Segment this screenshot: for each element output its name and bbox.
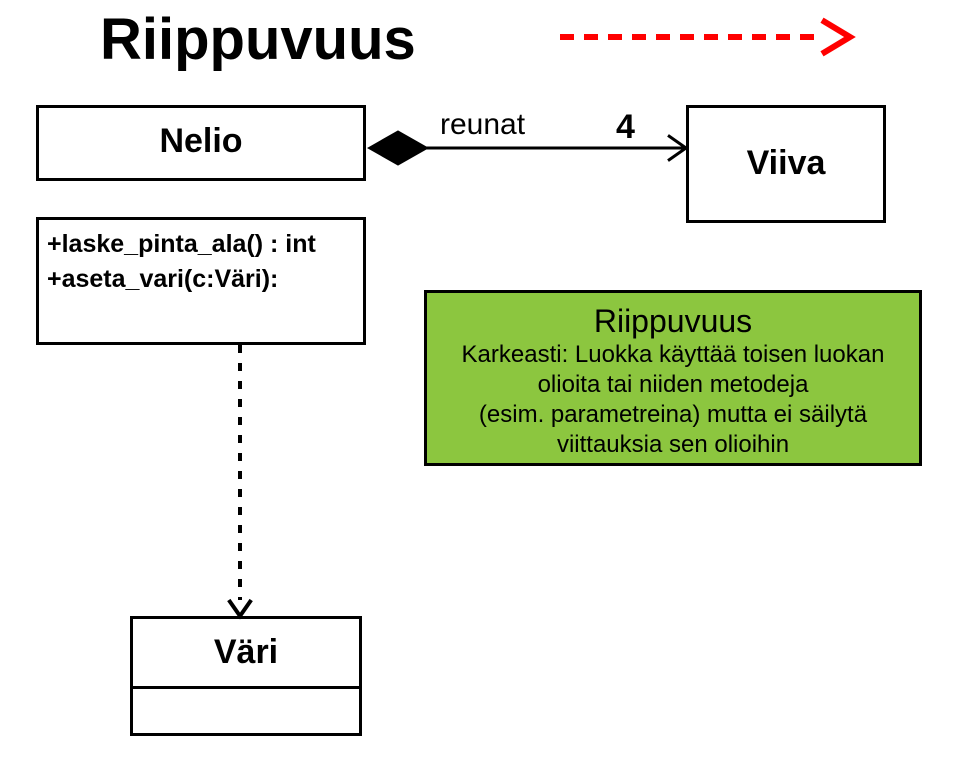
class-nelio-name: Nelio (39, 108, 363, 175)
association-multiplicity: 4 (616, 108, 635, 147)
class-vari-empty (133, 689, 359, 729)
association-label-reunat: reunat (440, 108, 525, 142)
note-line: viittauksia sen olioihin (439, 430, 907, 460)
note-riippuvuus: Riippuvuus Karkeasti: Luokka käyttää toi… (424, 290, 922, 466)
class-vari: Väri (130, 616, 362, 736)
note-line: olioita tai niiden metodeja (439, 370, 907, 400)
class-nelio-methods: +laske_pinta_ala() : int +aseta_vari(c:Vä… (39, 220, 363, 310)
class-nelio: Nelio (36, 105, 366, 181)
association-line (368, 131, 686, 165)
class-nelio-method: +laske_pinta_ala() : int (47, 230, 355, 259)
dependency-line (229, 345, 251, 616)
note-line: (esim. parametreina) mutta ei säilytä (439, 400, 907, 430)
diagram-title: Riippuvuus (100, 6, 416, 73)
class-viiva-name: Viiva (689, 108, 883, 197)
class-viiva: Viiva (686, 105, 886, 223)
note-title: Riippuvuus (439, 303, 907, 340)
class-vari-name: Väri (133, 619, 359, 686)
class-nelio-methods-box: +laske_pinta_ala() : int +aseta_vari(c:Vä… (36, 217, 366, 345)
red-dependency-arrow-icon (560, 20, 850, 54)
note-body: Karkeasti: Luokka käyttää toisen luokano… (439, 340, 907, 460)
class-nelio-method: +aseta_vari(c:Väri): (47, 265, 355, 294)
note-line: Karkeasti: Luokka käyttää toisen luokan (439, 340, 907, 370)
